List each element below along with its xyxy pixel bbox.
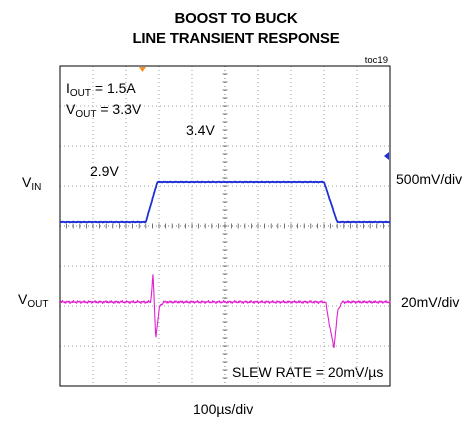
vout-trace: [59, 274, 391, 348]
vout-channel-label: VOUT: [18, 291, 49, 310]
vout-condition: VOUT = 3.3V: [66, 101, 142, 120]
chart-title-line-2: LINE TRANSIENT RESPONSE: [132, 30, 340, 47]
figure-tag: toc19: [365, 55, 388, 66]
iout-condition: IOUT = 1.5A: [66, 80, 136, 99]
annotation-3-4v: 3.4V: [186, 122, 215, 138]
annotation-2-9v: 2.9V: [90, 163, 119, 179]
grid: [59, 65, 391, 387]
vout-scale-label: 20mV/div: [401, 294, 460, 310]
annotation-slew-rate: SLEW RATE = 20mV/µs: [232, 364, 384, 380]
x-axis-label: 100µs/div: [193, 401, 254, 417]
vin-scale-label: 500mV/div: [396, 171, 463, 187]
vin-channel-label: VIN: [22, 174, 42, 193]
vin-trace: [59, 180, 391, 224]
channel-offset-marker-icon: [384, 152, 389, 160]
trigger-marker-icon: [139, 67, 146, 72]
traces: [59, 180, 391, 348]
chart-title-line-1: BOOST TO BUCK: [174, 10, 298, 27]
plot-frame: [59, 65, 391, 387]
